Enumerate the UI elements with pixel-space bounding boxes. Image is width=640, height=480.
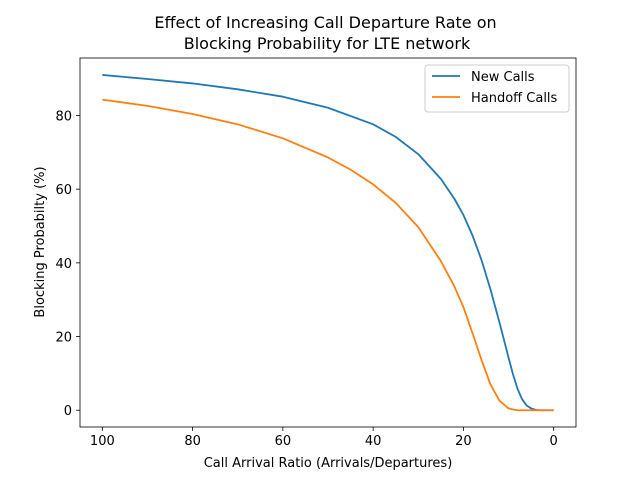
x-axis-ticks: 100 80 60 40 20 0 [90,427,558,449]
series-line-handoff-calls [102,98,554,412]
chart-title-line-2: Blocking Probability for LTE network [184,34,471,53]
x-tick-label: 80 [184,434,201,449]
y-tick-label: 80 [55,109,72,124]
y-tick-label: 40 [55,257,72,272]
legend-box [424,64,570,113]
x-tick-label: 100 [90,434,115,449]
legend-label-new-calls: New Calls [471,70,535,85]
chart-title-line-1: Effect of Increasing Call Departure Rate… [154,13,496,32]
x-tick-label: 60 [275,434,292,449]
plot-area [80,58,576,427]
y-axis-label: Blocking Probabilty (%) [33,166,48,317]
y-tick-label: 20 [55,331,72,346]
series-group [102,74,554,412]
axes-frame [79,57,577,428]
y-axis-ticks: 0 20 40 60 80 [55,109,80,419]
y-tick-label: 60 [55,183,72,198]
x-axis-label: Call Arrival Ratio (Arrivals/Departures) [204,456,453,471]
legend-label-handoff-calls: Handoff Calls [471,91,558,106]
y-tick-label: 0 [64,404,72,419]
plot-background [80,58,576,427]
x-tick-label: 40 [365,434,382,449]
x-tick-label: 0 [550,434,558,449]
legend: New Calls Handoff Calls [424,64,570,113]
x-tick-label: 20 [455,434,472,449]
